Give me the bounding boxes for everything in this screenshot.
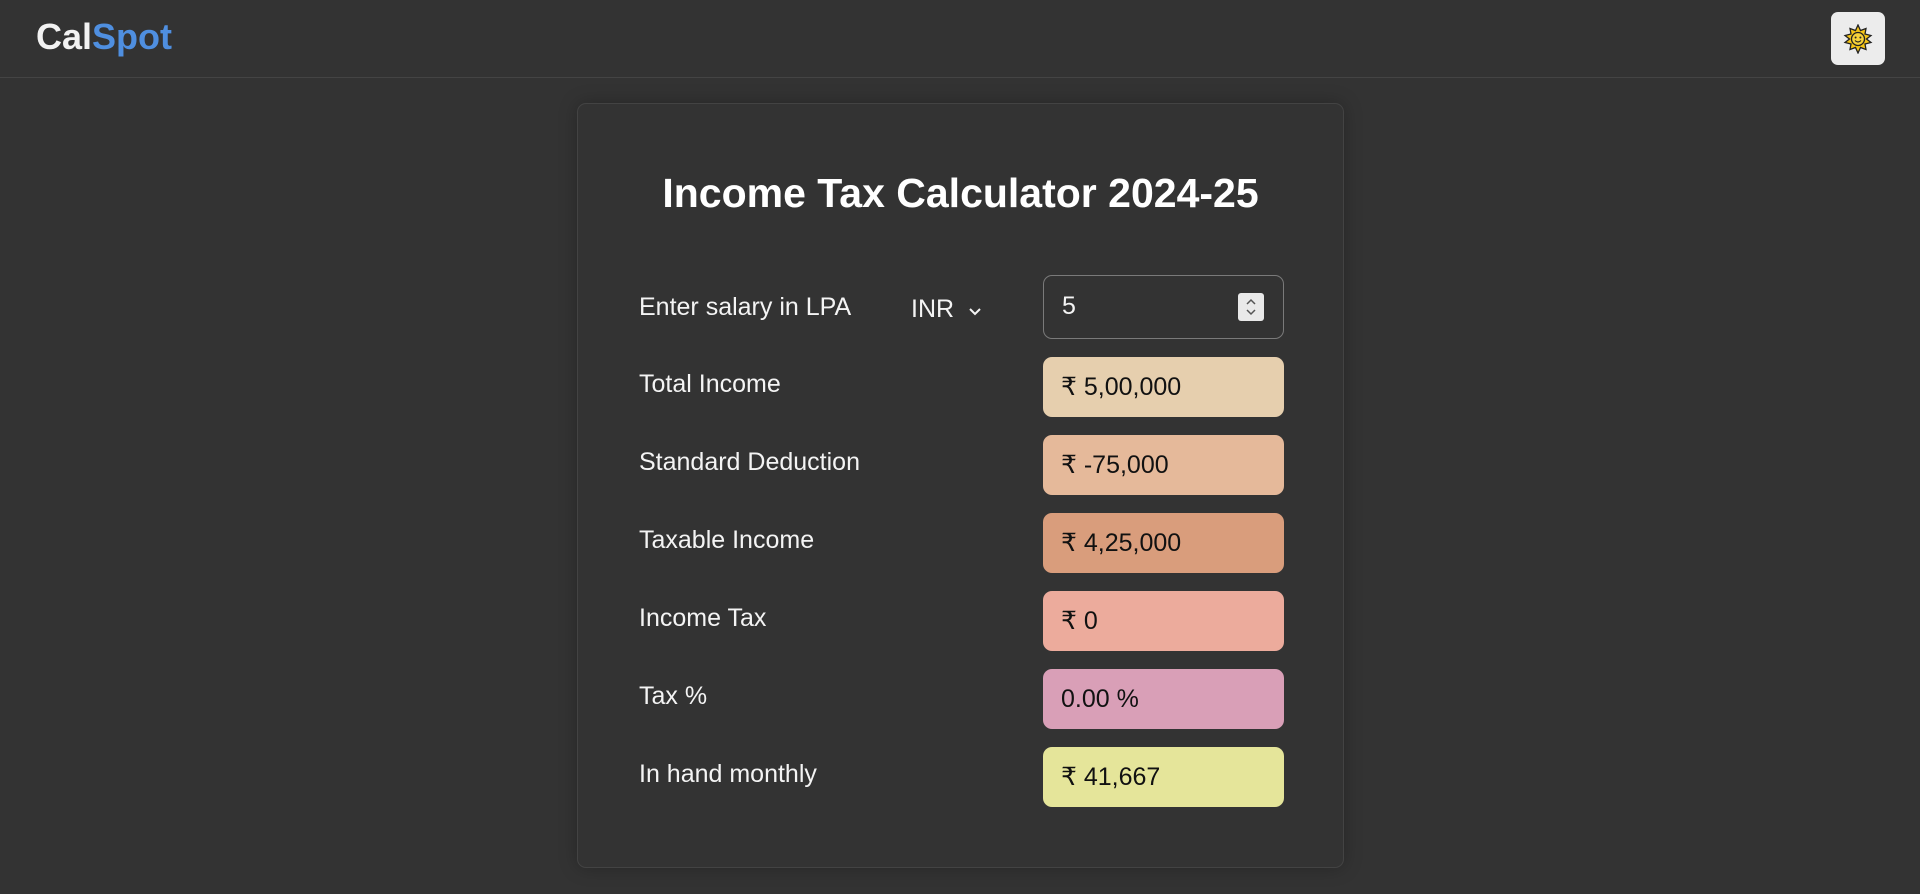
row-label: Taxable Income xyxy=(639,526,815,554)
row-value: ₹ 4,25,000 xyxy=(1043,513,1284,573)
currency-select[interactable]: INR xyxy=(911,292,982,326)
page-title: Income Tax Calculator 2024-25 xyxy=(662,170,1259,216)
row-label: Standard Deduction xyxy=(639,448,860,476)
row-label: In hand monthly xyxy=(639,760,817,788)
logo-spot: Spot xyxy=(92,16,173,57)
salary-input[interactable]: 5 xyxy=(1043,275,1284,339)
row-value: 0.00 % xyxy=(1043,669,1284,729)
currency-value: INR xyxy=(911,294,955,323)
row-label: Tax % xyxy=(639,682,708,710)
row-label: Income Tax xyxy=(639,604,767,632)
row-label: Total Income xyxy=(639,370,781,398)
row-value: ₹ 0 xyxy=(1043,591,1284,651)
row-value: ₹ -75,000 xyxy=(1043,435,1284,495)
logo-cal: Cal xyxy=(36,16,93,57)
top-bar: CalSpot xyxy=(0,0,1920,78)
row-value: ₹ 5,00,000 xyxy=(1043,357,1284,417)
row-value: ₹ 41,667 xyxy=(1043,747,1284,807)
calculator-card: Income Tax Calculator 2024-25 Enter sala… xyxy=(577,103,1344,868)
logo[interactable]: CalSpot xyxy=(36,16,172,58)
theme-toggle-button[interactable] xyxy=(1831,12,1885,65)
salary-value: 5 xyxy=(1062,292,1076,320)
number-spinner[interactable] xyxy=(1238,293,1264,321)
sun-icon xyxy=(1843,23,1873,54)
salary-label: Enter salary in LPA xyxy=(639,293,852,321)
chevron-down-icon xyxy=(968,295,982,324)
